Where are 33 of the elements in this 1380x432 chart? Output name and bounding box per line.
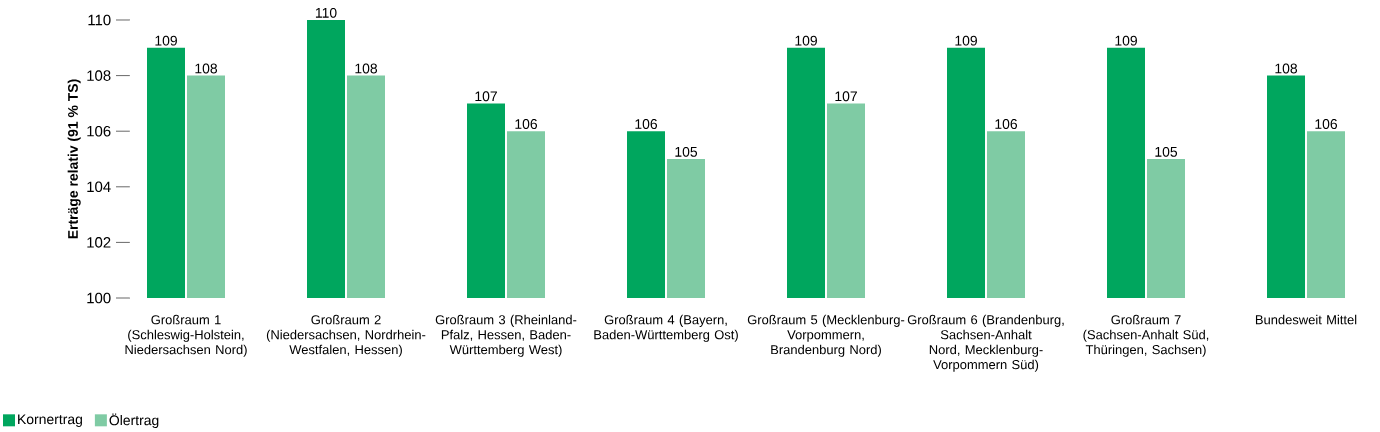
data-label: 109: [795, 35, 817, 46]
y-tick-label: 106: [87, 125, 111, 137]
y-axis-title: Erträge relativ (91 % TS): [67, 79, 81, 239]
x-tick-label: Bundesweit Mittel: [1255, 314, 1357, 325]
legend-label: Kornertrag: [18, 414, 82, 427]
data-label: 108: [195, 63, 218, 74]
data-label: 105: [675, 146, 698, 157]
legend-label: Ölertrag: [109, 413, 159, 428]
data-label: 108: [355, 63, 378, 74]
data-label: 106: [995, 119, 1018, 129]
data-label: 109: [155, 35, 177, 46]
y-tick-label: 104: [87, 181, 111, 193]
x-tick-label: Großraum 1 (Schleswig-Holstein, Niedersachsen Nord): [125, 314, 247, 357]
y-tick-label: 102: [87, 237, 111, 248]
y-tick-label: 108: [87, 70, 111, 81]
data-label: 107: [475, 91, 497, 102]
data-label: 106: [1315, 119, 1338, 129]
x-tick-label: Großraum 2 (Niedersachsen, Nordrhein-Westfalen, Hessen): [266, 314, 426, 357]
x-tick-label: Großraum 7 (Sachsen-Anhalt Süd, Thüringen, Sachsen): [1083, 314, 1209, 357]
data-label: 108: [1275, 63, 1298, 74]
data-label: 106: [515, 119, 538, 129]
x-tick-label: Großraum 5 (Mecklenburg-Vorpommern, Brandenburg Nord): [747, 314, 905, 357]
x-tick-label: Großraum 6 (Brandenburg, Sachsen-Anhalt Nord, Mecklenburg-Vorpommern Süd): [907, 314, 1064, 372]
data-label: 107: [835, 91, 857, 102]
data-label: 105: [1155, 146, 1178, 157]
data-label: 106: [635, 119, 658, 129]
x-tick-label: Großraum 3 (Rheinland-Pfalz, Hessen, Baden-Württemberg West): [435, 314, 577, 357]
data-label: 109: [1115, 35, 1137, 46]
data-label: 110: [315, 7, 337, 18]
data-label: 109: [955, 35, 977, 46]
y-tick-label: 100: [87, 292, 111, 304]
x-tick-label: Großraum 4 (Bayern, Baden-Württemberg Ost): [594, 314, 738, 342]
y-tick-label: 110: [88, 14, 111, 26]
